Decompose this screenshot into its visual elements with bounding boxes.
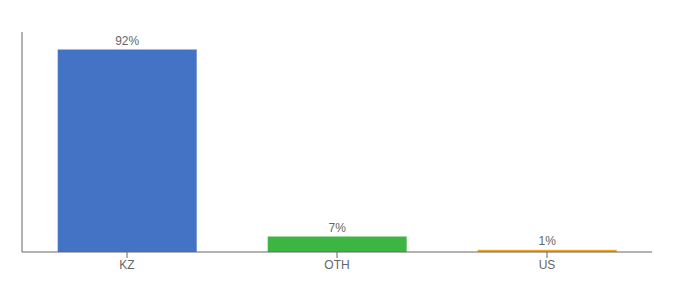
svg-text:7%: 7%	[329, 221, 347, 235]
svg-text:KZ: KZ	[119, 258, 134, 272]
svg-text:92%: 92%	[115, 34, 139, 48]
svg-text:OTH: OTH	[324, 258, 349, 272]
svg-text:US: US	[539, 258, 556, 272]
svg-text:1%: 1%	[539, 234, 557, 248]
